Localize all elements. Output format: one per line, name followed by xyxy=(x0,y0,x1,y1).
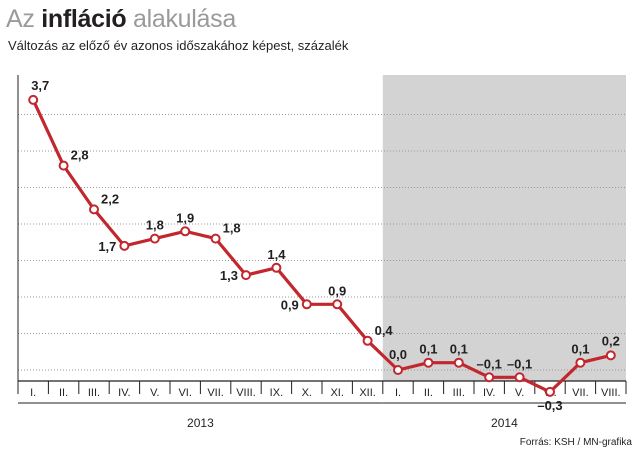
data-label-7: 1,3 xyxy=(220,268,238,283)
data-point-4 xyxy=(149,233,160,244)
data-label-14: 0,1 xyxy=(450,342,468,357)
data-point-3 xyxy=(119,240,130,251)
title-part-1: Az xyxy=(6,5,35,33)
data-point-6 xyxy=(210,233,221,244)
data-label-6: 1,8 xyxy=(223,221,241,236)
data-point-12 xyxy=(393,365,403,375)
x-tick-label-1: II. xyxy=(59,387,68,399)
data-label-4: 1,8 xyxy=(146,218,164,233)
x-tick-label-15: IV. xyxy=(483,387,495,399)
data-point-8 xyxy=(271,262,282,273)
data-label-15: –0,1 xyxy=(477,356,502,371)
data-point-5 xyxy=(180,226,191,237)
data-label-17: –0,3 xyxy=(537,398,562,413)
data-label-18: 0,1 xyxy=(571,342,589,357)
x-tick-label-19: VIII. xyxy=(601,387,621,399)
x-tick-label-7: VIII. xyxy=(236,387,256,399)
x-tick-label-5: VI. xyxy=(178,387,191,399)
data-point-13 xyxy=(423,357,434,368)
x-tick-label-11: XII. xyxy=(359,387,376,399)
data-point-14 xyxy=(453,357,464,368)
source-note: Forrás: KSH / MN-grafika xyxy=(519,437,632,448)
data-point-16 xyxy=(514,372,525,383)
data-label-13: 0,1 xyxy=(419,342,437,357)
data-label-9: 0,9 xyxy=(281,297,299,312)
x-tick-label-6: VII. xyxy=(207,387,224,399)
title-part-3: alakulása xyxy=(133,5,236,33)
data-label-3: 1,7 xyxy=(98,239,116,254)
data-point-9 xyxy=(301,299,312,310)
data-point-15 xyxy=(484,372,495,383)
x-tick-label-13: II. xyxy=(424,387,433,399)
data-label-2: 2,2 xyxy=(101,191,119,206)
data-label-16: –0,1 xyxy=(507,356,532,371)
x-tick-label-9: X. xyxy=(302,387,312,399)
data-label-10: 0,9 xyxy=(328,283,346,298)
year-label-1: 2014 xyxy=(491,416,518,430)
x-tick-label-12: I. xyxy=(395,387,401,399)
x-tick-label-2: III. xyxy=(88,387,100,399)
data-label-11: 0,4 xyxy=(375,323,394,338)
data-point-1 xyxy=(58,160,69,171)
x-tick-label-0: I. xyxy=(30,387,36,399)
data-point-18 xyxy=(575,357,586,368)
x-tick-label-3: IV. xyxy=(118,387,130,399)
data-point-19 xyxy=(605,350,616,361)
shaded-region-2014 xyxy=(382,75,626,381)
data-label-5: 1,9 xyxy=(176,210,194,225)
data-label-8: 1,4 xyxy=(267,247,286,262)
x-tick-label-14: III. xyxy=(453,387,465,399)
data-point-10 xyxy=(332,299,343,310)
data-point-7 xyxy=(241,270,251,281)
chart-subtitle: Változás az előző év azonos időszakához … xyxy=(8,38,349,53)
series-line xyxy=(31,98,613,394)
data-point-11 xyxy=(362,335,373,346)
x-tick-label-16: V. xyxy=(515,387,524,399)
data-label-0: 3,7 xyxy=(31,78,49,93)
title-part-2: infláció xyxy=(41,5,127,33)
data-label-12: 0,0 xyxy=(389,347,407,362)
data-label-19: 0,2 xyxy=(602,333,620,348)
data-point-17 xyxy=(545,386,555,397)
data-point-0 xyxy=(28,94,39,105)
x-tick-label-4: V. xyxy=(150,387,159,399)
x-tick-label-8: IX. xyxy=(270,387,283,399)
x-tick-label-10: XI. xyxy=(330,387,343,399)
chart-title: Az infláció alakulása xyxy=(6,4,236,34)
year-label-0: 2013 xyxy=(187,416,214,430)
data-label-1: 2,8 xyxy=(71,148,89,163)
x-tick-label-18: VII. xyxy=(572,387,589,399)
data-point-2 xyxy=(89,204,99,215)
